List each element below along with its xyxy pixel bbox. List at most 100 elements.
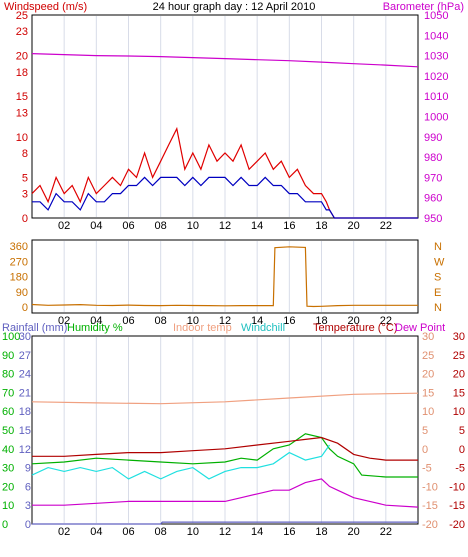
temperature-series [31, 392, 419, 525]
series-line-barometer [31, 53, 419, 68]
indoor-temp-tick-label: 30 [422, 331, 434, 343]
x-tick-label: 08 [155, 220, 167, 232]
x-tick-label: 14 [251, 315, 263, 327]
windspeed-tick-label: 23 [16, 26, 28, 38]
x-tick-label: 08 [155, 315, 167, 327]
x-tick-label: 02 [58, 315, 70, 327]
temperature-tick-label: -5 [455, 463, 465, 475]
windspeed-tick-label: 20 [16, 51, 28, 63]
windspeed-tick-label: 25 [16, 10, 28, 22]
temperature-tick-label: 10 [453, 406, 465, 418]
x-tick-label: 04 [90, 315, 102, 327]
series-line-gust [31, 126, 418, 219]
barometer-axis-label: Barometer (hPa) [383, 1, 464, 13]
indoor-temp-tick-label: 25 [422, 350, 434, 362]
wind-x-ticks: 02 04 06 08 10 12 14 16 18 20 22 [58, 220, 392, 232]
humidity-tick-label: 10 [2, 500, 14, 512]
x-tick-label: 16 [283, 315, 295, 327]
windspeed-tick-label: 3 [22, 189, 28, 201]
barometer-tick-label: 970 [424, 172, 442, 184]
barometer-tick-label: 950 [424, 213, 442, 225]
indoor-temp-tick-label: 20 [422, 369, 434, 381]
indoor-temp-tick-label: -5 [422, 463, 432, 475]
x-tick-label: 18 [315, 315, 327, 327]
x-tick-label: 12 [219, 315, 231, 327]
indoor-temp-ticks: -20 -15 -10 -5 0 5 10 15 20 25 30 [422, 331, 438, 531]
compass-tick-label: S [434, 272, 441, 284]
temperature-tick-label: -20 [449, 519, 465, 531]
rainfall-tick-label: 3 [25, 500, 31, 512]
x-tick-label: 20 [348, 526, 360, 538]
series-line-windchill [31, 444, 330, 480]
indoor-temp-label: Indoor temp [173, 322, 232, 334]
windspeed-axis-label: Windspeed (m/s) [4, 1, 87, 13]
windspeed-tick-label: 13 [16, 107, 28, 119]
indoor-temp-tick-label: 15 [422, 387, 434, 399]
series-line-rain [32, 521, 418, 525]
direction-x-ticks: 02 04 06 08 10 12 14 16 18 20 22 [58, 315, 392, 327]
indoor-temp-tick-label: 0 [422, 444, 428, 456]
series-line-temperature [32, 436, 418, 461]
wind-barometer-panel: 0 3 5 8 10 13 15 18 20 23 25 950 960 970 980 990 1000 10… [16, 10, 449, 232]
windspeed-tick-label: 5 [22, 172, 28, 184]
temperature-tick-label: 20 [453, 369, 465, 381]
x-tick-label: 12 [219, 220, 231, 232]
x-tick-label: 22 [380, 315, 392, 327]
rainfall-tick-label: 18 [19, 406, 31, 418]
windspeed-tick-label: 15 [16, 91, 28, 103]
indoor-temp-tick-label: -10 [422, 481, 438, 493]
series-line-humidity [31, 433, 418, 478]
series-line-average [32, 176, 418, 219]
x-tick-label: 02 [58, 526, 70, 538]
series-line-indoor [31, 392, 419, 405]
temperature-panel-labels: Rainfall (mm) Humidity % Indoor temp Win… [2, 322, 445, 334]
x-tick-label: 10 [187, 526, 199, 538]
temperature-tick-label: -15 [449, 500, 465, 512]
barometer-tick-label: 1000 [424, 112, 448, 124]
x-tick-label: 08 [155, 526, 167, 538]
windchill-label: Windchill [241, 322, 285, 334]
temperature-tick-label: 25 [453, 350, 465, 362]
humidity-tick-label: 50 [2, 425, 14, 437]
rainfall-tick-label: 6 [25, 481, 31, 493]
humidity-tick-label: 20 [2, 481, 14, 493]
x-tick-label: 14 [251, 526, 263, 538]
direction-series [31, 246, 418, 308]
direction-grid [63, 241, 387, 312]
temperature-tick-label: 0 [459, 444, 465, 456]
x-tick-label: 06 [122, 315, 134, 327]
x-tick-label: 20 [348, 315, 360, 327]
x-tick-label: 14 [251, 220, 263, 232]
rainfall-tick-label: 30 [19, 331, 31, 343]
rainfall-tick-label: 15 [19, 425, 31, 437]
x-tick-label: 04 [90, 220, 102, 232]
x-tick-label: 22 [380, 526, 392, 538]
temperature-tick-label: 5 [459, 425, 465, 437]
temperature-tick-label: 30 [453, 331, 465, 343]
temperature-tick-label: 15 [453, 387, 465, 399]
compass-tick-label: E [434, 287, 441, 299]
humidity-tick-label: 60 [2, 406, 14, 418]
barometer-tick-label: 1050 [424, 10, 448, 22]
direction-tick-label: 90 [16, 287, 28, 299]
windspeed-tick-label: 0 [22, 213, 28, 225]
wind-series [31, 53, 419, 219]
rainfall-tick-label: 24 [19, 369, 31, 381]
x-tick-label: 02 [58, 220, 70, 232]
humidity-tick-label: 100 [2, 331, 20, 343]
windspeed-tick-label: 18 [16, 67, 28, 79]
barometer-tick-label: 990 [424, 132, 442, 144]
x-tick-label: 12 [219, 526, 231, 538]
barometer-tick-label: 1010 [424, 91, 448, 103]
x-tick-label: 16 [283, 220, 295, 232]
x-tick-label: 16 [283, 526, 295, 538]
rainfall-ticks: 0 3 6 9 12 15 18 21 24 27 30 [19, 331, 31, 531]
rainfall-tick-label: 27 [19, 350, 31, 362]
compass-tick-label: N [434, 302, 442, 314]
humidity-label: Humidity % [67, 322, 123, 334]
temperature-grid [63, 337, 387, 523]
barometer-tick-label: 1030 [424, 51, 448, 63]
barometer-tick-label: 1020 [424, 71, 448, 83]
